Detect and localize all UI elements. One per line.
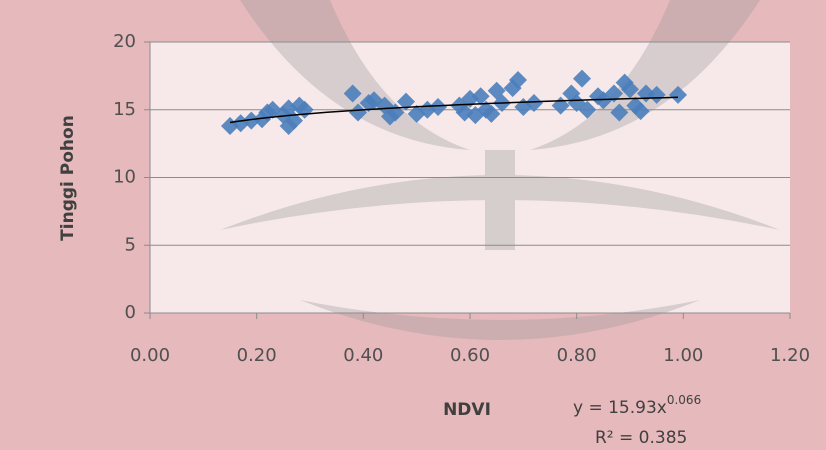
x-tick-label: 1.00 <box>663 345 703 366</box>
y-tick-label: 10 <box>113 167 136 188</box>
equation-exponent: 0.066 <box>667 393 701 407</box>
r-squared: R² = 0.385 <box>595 428 687 448</box>
y-tick-label: 0 <box>125 302 136 323</box>
chart: Tinggi Pohon NDVI y = 15.93x0.066 R² = 0… <box>0 0 826 450</box>
equation-text: y = 15.93x <box>573 398 667 418</box>
y-axis-title: Tinggi Pohon <box>58 115 78 241</box>
x-tick-label: 0.80 <box>557 345 597 366</box>
page: Tinggi Pohon NDVI y = 15.93x0.066 R² = 0… <box>0 0 826 450</box>
y-tick-label: 20 <box>113 31 136 52</box>
x-tick-label: 1.20 <box>770 345 810 366</box>
y-tick-label: 15 <box>113 99 136 120</box>
x-tick-label: 0.60 <box>450 345 490 366</box>
y-tick-label: 5 <box>125 234 136 255</box>
x-tick-label: 0.40 <box>343 345 383 366</box>
x-tick-label: 0.00 <box>130 345 170 366</box>
x-tick-label: 0.20 <box>237 345 277 366</box>
x-axis-title: NDVI <box>443 400 491 420</box>
watermark-shape <box>485 150 515 250</box>
